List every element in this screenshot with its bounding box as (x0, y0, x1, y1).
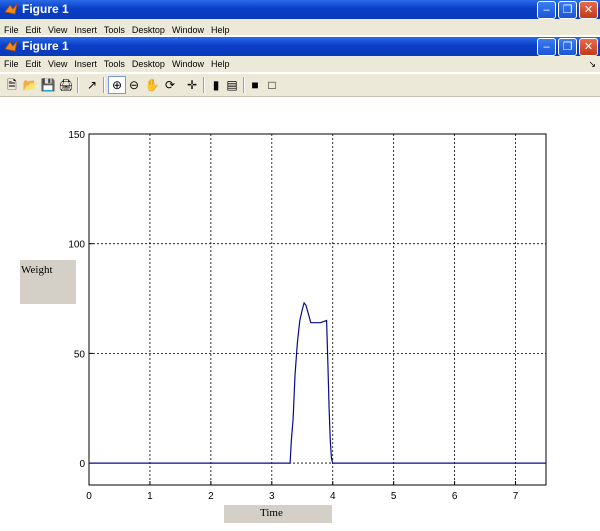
x-tick-label: 6 (452, 491, 458, 502)
y-tick-label: 0 (79, 459, 85, 470)
minimize-icon: – (543, 41, 550, 53)
menu-file[interactable]: File (4, 59, 19, 69)
back-menu-edit[interactable]: Edit (25, 25, 42, 35)
new-figure-icon[interactable]: 🗎 (7, 78, 17, 92)
plot-area (89, 134, 546, 485)
back-menu-tools[interactable]: Tools (103, 25, 125, 35)
back-menu-view[interactable]: View (48, 25, 68, 35)
x-tick-label: 2 (208, 491, 214, 502)
y-tick-label: 150 (68, 130, 85, 141)
x-tick-label: 5 (391, 491, 397, 502)
restore-icon: ❐ (562, 4, 573, 16)
x-axis-label: Time (224, 505, 332, 523)
maximize-button[interactable]: ❐ (558, 1, 577, 19)
back-window-menubar: File Edit View Insert Tools Desktop Window Help (0, 19, 600, 35)
back-menu-help[interactable]: Help (210, 25, 230, 35)
front-window-menubar: File Edit View Insert Tools Desktop Window Help… (0, 56, 600, 72)
menu-view[interactable]: View (48, 59, 68, 69)
figure-toolbar: 🗎 📂 💾 🖨 ↗ ⊕ ⊖ ✋ ⟳ ✛ ▮ ▤ ■ □ (0, 74, 600, 97)
toolbar-separator (77, 77, 79, 93)
back-menu-insert[interactable]: Insert (74, 25, 97, 35)
x-tick-label: 1 (147, 491, 153, 502)
x-tick-label: 4 (330, 491, 336, 502)
menubar-arrow-icon[interactable]: ↘ (588, 59, 596, 69)
edit-plot-icon[interactable]: ↗ (86, 78, 98, 92)
matlab-icon (4, 3, 18, 15)
menu-help[interactable]: Help (210, 59, 230, 69)
x-tick-label: 3 (269, 491, 275, 502)
y-axis-label-text: Weight (21, 264, 53, 276)
y-tick-label: 50 (74, 349, 86, 360)
y-axis-label: Weight (20, 260, 76, 304)
front-window-title: Figure 1 (22, 39, 69, 53)
print-icon[interactable]: 🖨 (58, 78, 74, 92)
minimize-button[interactable]: – (537, 38, 556, 56)
front-window-titlebar[interactable]: Figure 1 – ❐ ✕ (0, 37, 600, 56)
minimize-button[interactable]: – (537, 1, 556, 19)
maximize-button[interactable]: ❐ (558, 38, 577, 56)
zoom-in-icon[interactable]: ⊕ (108, 76, 126, 94)
figure-canvas: 0 1 2 3 4 5 6 7 0 50 100 150 Weight Time (0, 97, 600, 526)
open-file-icon[interactable]: 📂 (22, 78, 38, 92)
restore-icon: ❐ (562, 41, 573, 53)
minimize-icon: – (543, 4, 550, 16)
axes-box (88, 133, 547, 486)
show-plot-tools-icon[interactable]: □ (268, 78, 276, 92)
zoom-out-icon[interactable]: ⊖ (128, 78, 140, 92)
x-tick-label: 0 (86, 491, 92, 502)
back-menu-desktop[interactable]: Desktop (131, 25, 165, 35)
y-tick-label: 100 (68, 240, 85, 251)
menu-tools[interactable]: Tools (103, 59, 125, 69)
save-icon[interactable]: 💾 (40, 78, 56, 92)
legend-icon[interactable]: ▤ (226, 78, 238, 92)
back-menu-file[interactable]: File (4, 25, 19, 35)
colorbar-icon[interactable]: ▮ (212, 78, 220, 92)
x-tick-label: 7 (513, 491, 519, 502)
toolbar-separator (243, 77, 245, 93)
close-icon: ✕ (583, 4, 594, 16)
menu-insert[interactable]: Insert (74, 59, 97, 69)
matlab-icon (4, 40, 18, 52)
toolbar-separator (103, 77, 105, 93)
menu-edit[interactable]: Edit (25, 59, 42, 69)
back-window-titlebar[interactable]: Figure 1 – ❐ ✕ (0, 0, 600, 19)
pan-icon[interactable]: ✋ (144, 78, 160, 92)
back-window-title: Figure 1 (22, 2, 69, 16)
rotate-3d-icon[interactable]: ⟳ (164, 78, 176, 92)
toolbar-separator (203, 77, 205, 93)
close-icon: ✕ (583, 41, 594, 53)
back-menu-window[interactable]: Window (171, 25, 204, 35)
menu-window[interactable]: Window (171, 59, 204, 69)
x-axis-label-text: Time (260, 507, 283, 519)
close-button[interactable]: ✕ (579, 1, 598, 19)
data-series-line (89, 301, 546, 464)
data-cursor-icon[interactable]: ✛ (186, 78, 198, 92)
close-button[interactable]: ✕ (579, 38, 598, 56)
line-chart: 0 1 2 3 4 5 6 7 0 50 100 150 (68, 130, 547, 502)
menu-desktop[interactable]: Desktop (131, 59, 165, 69)
hide-plot-tools-icon[interactable]: ■ (251, 78, 259, 92)
